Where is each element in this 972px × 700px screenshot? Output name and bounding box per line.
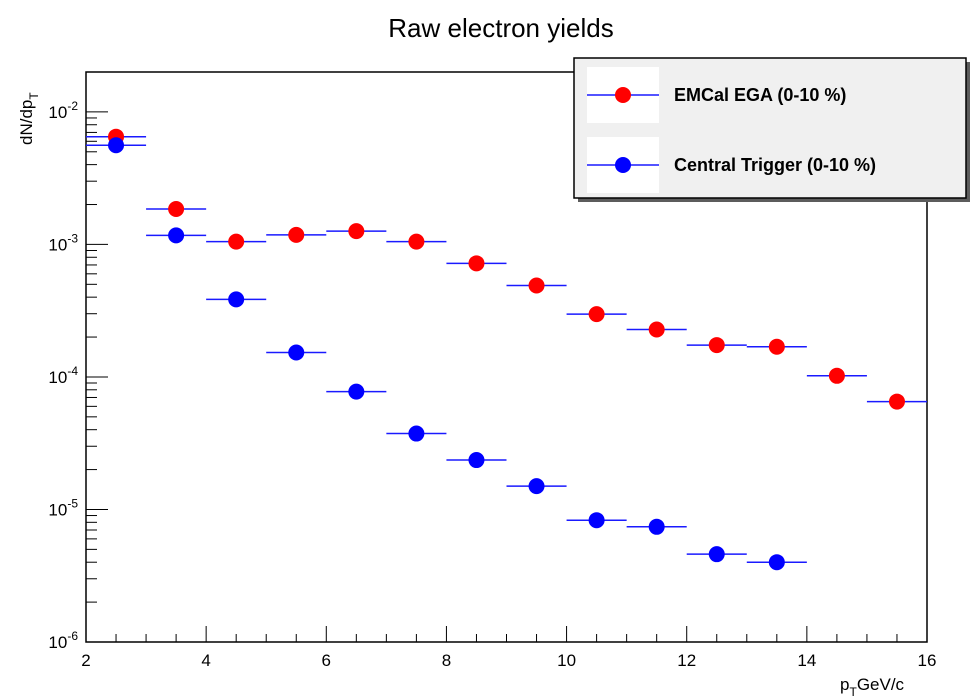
data-point	[348, 383, 365, 400]
data-point	[828, 367, 845, 384]
data-point	[768, 338, 785, 355]
y-tick-label: 10-5	[48, 496, 78, 519]
data-point	[168, 201, 185, 218]
y-axis-label: dN/dpT	[17, 92, 41, 145]
data-point	[288, 344, 305, 361]
y-axis: 10-6 10-5 10-4 10-3 10-2	[48, 71, 108, 652]
data-point	[408, 425, 425, 442]
x-tick-label: 12	[677, 651, 696, 670]
y-tick-label: 10-3	[48, 231, 78, 254]
data-point	[708, 337, 725, 354]
legend-entry-1: EMCal EGA (0-10 %)	[587, 67, 846, 123]
data-point	[348, 223, 365, 240]
x-tick-label: 2	[81, 651, 90, 670]
series-2	[86, 137, 807, 571]
x-tick-label: 8	[442, 651, 451, 670]
x-tick-label: 6	[322, 651, 331, 670]
plot-area	[86, 128, 927, 571]
y-tick-label: 10-6	[48, 629, 78, 652]
data-point	[648, 518, 665, 535]
data-point	[228, 291, 245, 308]
x-axis: 2 4 6 8 10 12 14 16	[81, 626, 936, 670]
legend-entry-2: Central Trigger (0-10 %)	[587, 137, 876, 193]
data-point	[588, 512, 605, 529]
legend-marker	[615, 157, 631, 173]
legend: EMCal EGA (0-10 %) Central Trigger (0-10 …	[573, 57, 970, 202]
data-point	[528, 277, 545, 294]
data-point	[468, 255, 485, 272]
legend-marker	[615, 87, 631, 103]
data-point	[108, 137, 125, 154]
x-tick-label: 10	[557, 651, 576, 670]
y-tick-label: 10-2	[48, 99, 78, 122]
data-point	[228, 233, 245, 250]
legend-label: EMCal EGA (0-10 %)	[674, 85, 846, 105]
data-point	[528, 478, 545, 495]
x-tick-label: 16	[918, 651, 937, 670]
data-point	[708, 546, 725, 563]
data-point	[588, 306, 605, 323]
chart-title: Raw electron yields	[388, 13, 613, 43]
data-point	[768, 554, 785, 571]
data-point	[648, 321, 665, 338]
data-point	[468, 452, 485, 469]
y-tick-label: 10-4	[48, 364, 78, 387]
data-point	[888, 393, 905, 410]
x-tick-label: 14	[797, 651, 816, 670]
data-point	[288, 226, 305, 243]
x-tick-label: 4	[201, 651, 210, 670]
legend-label: Central Trigger (0-10 %)	[674, 155, 876, 175]
data-point	[408, 233, 425, 250]
series-1	[86, 128, 927, 410]
data-point	[168, 227, 185, 244]
x-axis-label: pTGeV/c	[840, 675, 905, 699]
